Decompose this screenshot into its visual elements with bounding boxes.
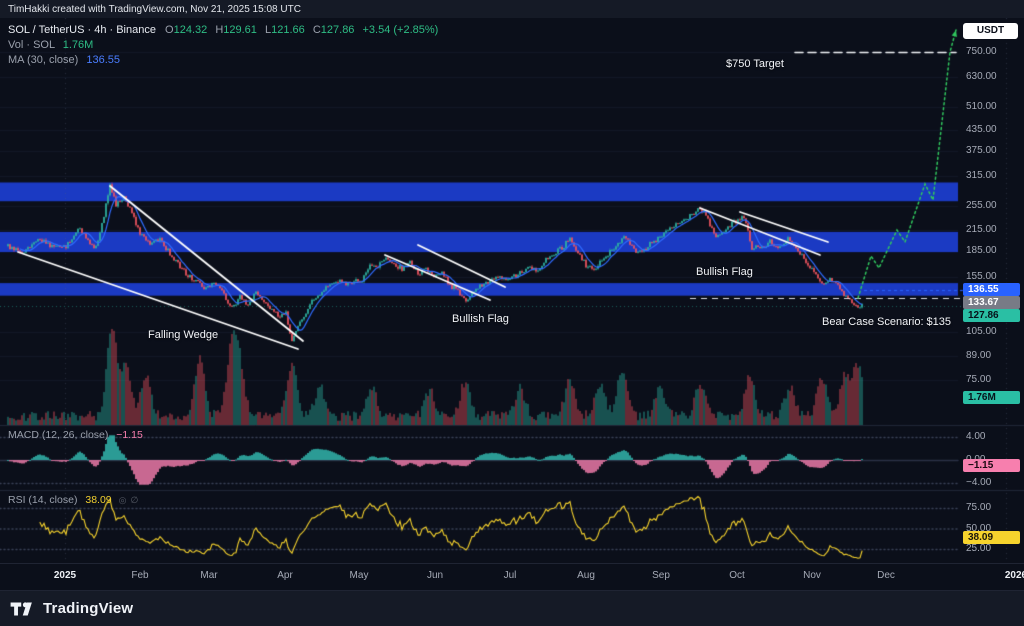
- ma-label[interactable]: MA (30, close): [8, 54, 79, 66]
- attribution-text: TimHakki created with TradingView.com, N…: [8, 3, 301, 15]
- ma-row: MA (30, close) 136.55: [8, 53, 438, 68]
- symbol-row: SOL / TetherUS · 4h · Binance O124.32 H1…: [8, 23, 438, 38]
- time-axis-label: Jul: [503, 570, 517, 581]
- bullish-flag-label-1: Bullish Flag: [452, 313, 509, 325]
- settings-icon[interactable]: ∅: [130, 495, 139, 505]
- time-axis-label: Feb: [131, 570, 149, 581]
- time-axis-label: Sep: [652, 570, 670, 581]
- volume-label[interactable]: Vol · SOL: [8, 39, 55, 51]
- tradingview-logo-icon[interactable]: [10, 601, 36, 617]
- open-value: 124.32: [173, 24, 208, 36]
- ma-value: 136.55: [86, 54, 121, 66]
- bear-case-label: Bear Case Scenario: $135: [822, 316, 952, 328]
- close-value: 127.86: [320, 24, 355, 36]
- time-axis-label: 2025: [53, 570, 77, 581]
- time-axis-label: Apr: [277, 570, 293, 581]
- volume-value: 1.76M: [62, 39, 94, 51]
- close-label: C: [312, 24, 321, 36]
- symbol-title[interactable]: SOL / TetherUS · 4h · Binance: [8, 24, 156, 36]
- time-axis-label: Jun: [426, 570, 444, 581]
- time-axis-label: May: [349, 570, 369, 581]
- macd-value: −1.15: [116, 429, 143, 441]
- time-axis-label: Oct: [729, 570, 745, 581]
- time-axis-label: Dec: [877, 570, 895, 581]
- time-axis-label: Mar: [200, 570, 218, 581]
- bullish-flag-label-2: Bullish Flag: [696, 266, 753, 278]
- eye-icon[interactable]: ◎: [118, 495, 127, 505]
- falling-wedge-label: Falling Wedge: [148, 329, 219, 341]
- low-value: 121.66: [271, 24, 305, 36]
- price-chart-canvas[interactable]: [0, 18, 1024, 563]
- attribution-bar: TimHakki created with TradingView.com, N…: [0, 0, 1024, 18]
- macd-header[interactable]: MACD (12, 26, close) −1.15: [8, 429, 143, 441]
- rsi-label[interactable]: RSI (14, close): [8, 494, 78, 506]
- macd-label[interactable]: MACD (12, 26, close): [8, 429, 109, 441]
- time-axis-label: 2026: [1004, 570, 1024, 581]
- legend: SOL / TetherUS · 4h · Binance O124.32 H1…: [8, 23, 438, 68]
- high-label: H: [215, 24, 224, 36]
- time-axis-label: Aug: [577, 570, 595, 581]
- low-label: L: [264, 24, 272, 36]
- footer-bar: TradingView: [0, 590, 1024, 626]
- tradingview-wordmark[interactable]: TradingView: [43, 600, 134, 617]
- volume-row: Vol · SOL 1.76M: [8, 38, 438, 53]
- open-label: O: [165, 24, 174, 36]
- rsi-header[interactable]: RSI (14, close) 38.09 ◎ ∅: [8, 494, 138, 506]
- time-axis[interactable]: 2025 Feb Mar Apr May Jun Jul Aug Sep Oct Nov Dec 202…: [0, 563, 1024, 590]
- currency-unit-button[interactable]: USDT: [963, 23, 1018, 39]
- change-value: +3.54 (+2.85%): [362, 24, 439, 36]
- time-axis-label: Nov: [803, 570, 821, 581]
- rsi-value: 38.09: [85, 494, 112, 506]
- price-target-label: $750 Target: [726, 58, 784, 70]
- high-value: 129.61: [223, 24, 257, 36]
